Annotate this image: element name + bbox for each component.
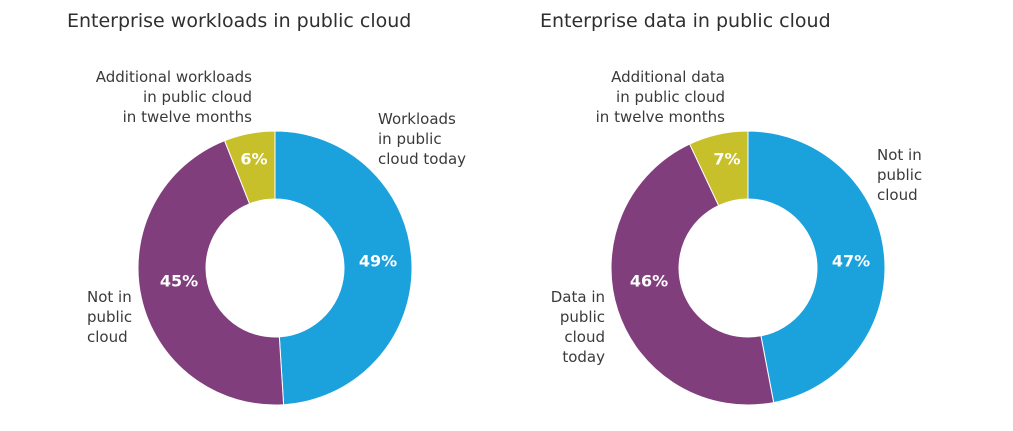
donut-slice-additional-data-in-public-cloud-in-twelve-months (689, 130, 749, 207)
slice-value-label: 47% (832, 252, 870, 271)
donut-slice-not-in-public-cloud (747, 130, 886, 404)
slice-category-label: Additional workloads in public cloud in tw… (96, 68, 252, 126)
slice-category-label: Data in public cloud today (551, 288, 605, 366)
slice-value-label: 6% (240, 150, 267, 169)
donut-slice-not-in-public-cloud (137, 139, 285, 406)
donut-chart-workloads: 49% 45% 6% Workloads in public cloud today Not… (87, 68, 466, 406)
slice-value-label: 46% (630, 272, 668, 291)
slice-value-label: 7% (713, 150, 740, 169)
chart-panel-data: Enterprise data in public cloud 47% 46% 7%… (500, 0, 1013, 431)
slice-value-label: 45% (160, 272, 198, 291)
donut-chart-data: 47% 46% 7% Not in public cloud Data in public cl… (551, 68, 922, 406)
chart-title: Enterprise workloads in public cloud (67, 10, 412, 32)
donut-slice-additional-workloads-in-public-cloud-in-twelve-months (223, 130, 276, 205)
chart-title: Enterprise data in public cloud (540, 10, 831, 32)
chart-panel-workloads: Enterprise workloads in public cloud 49%… (0, 0, 500, 431)
slice-category-label: Additional data in public cloud in twelve … (596, 68, 726, 126)
donut-slice-workloads-in-public-cloud-today (274, 130, 413, 406)
slice-category-label: Not in public cloud (87, 288, 132, 346)
donut-slice-data-in-public-cloud-today (610, 143, 775, 406)
slice-category-label: Not in public cloud (877, 146, 922, 204)
slice-value-label: 49% (359, 252, 397, 271)
slice-category-label: Workloads in public cloud today (378, 110, 466, 168)
